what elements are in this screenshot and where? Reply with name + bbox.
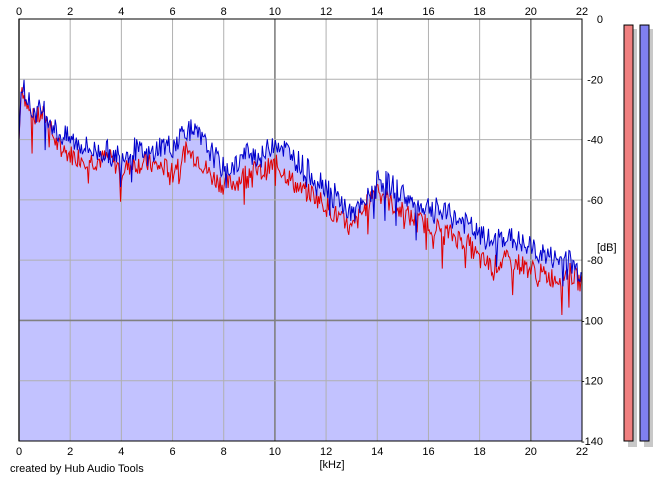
x-tick-label-bottom: 14 [371,446,383,458]
x-axis-label: [kHz] [319,459,344,471]
x-tick-label-top: 14 [371,6,383,18]
x-tick-label-top: 22 [576,6,588,18]
x-tick-label-bottom: 18 [474,446,486,458]
y-tick-label: -60 [587,195,603,207]
y-tick-label: -140 [581,436,603,448]
y-tick-label: -100 [581,315,603,327]
level-meter-right [639,24,650,442]
x-tick-label-bottom: 22 [576,446,588,458]
x-tick-label-bottom: 20 [525,446,537,458]
y-tick-label: 0 [597,14,603,26]
x-tick-label-top: 8 [221,6,227,18]
level-meters [623,24,653,448]
y-tick-label: -20 [587,74,603,86]
x-tick-label-bottom: 12 [320,446,332,458]
x-axis-top: 0 2 4 6 8 10 12 14 16 18 20 22 [16,6,588,18]
y-tick-label: -120 [581,376,603,388]
y-axis-label: [dB] [597,242,617,254]
x-tick-label-top: 4 [118,6,124,18]
series-line-right [18,79,583,287]
plot-frame [18,18,583,442]
x-axis-bottom: 0 2 4 6 8 10 12 14 16 18 20 22 [16,446,588,458]
x-tick-label-bottom: 6 [169,446,175,458]
level-meter-left [623,24,634,442]
y-tick-label: -40 [587,135,603,147]
x-tick-label-top: 2 [67,6,73,18]
x-tick-label-bottom: 0 [16,446,22,458]
x-tick-label-top: 18 [474,6,486,18]
x-tick-label-bottom: 4 [118,446,124,458]
x-tick-label-bottom: 8 [221,446,227,458]
y-tick-label: -80 [587,255,603,267]
x-tick-label-bottom: 2 [67,446,73,458]
plot-area [18,18,583,442]
x-tick-label-top: 6 [169,6,175,18]
y-axis: 0 -20 -40 -60 -80 -100 -120 -140 [581,14,603,448]
x-tick-label-bottom: 16 [422,446,434,458]
x-tick-label-top: 12 [320,6,332,18]
credit-text: created by Hub Audio Tools [10,463,144,475]
x-tick-label-top: 10 [269,6,281,18]
x-tick-label-top: 0 [16,6,22,18]
x-tick-label-top: 20 [525,6,537,18]
x-tick-label-top: 16 [422,6,434,18]
x-tick-label-bottom: 10 [269,446,281,458]
